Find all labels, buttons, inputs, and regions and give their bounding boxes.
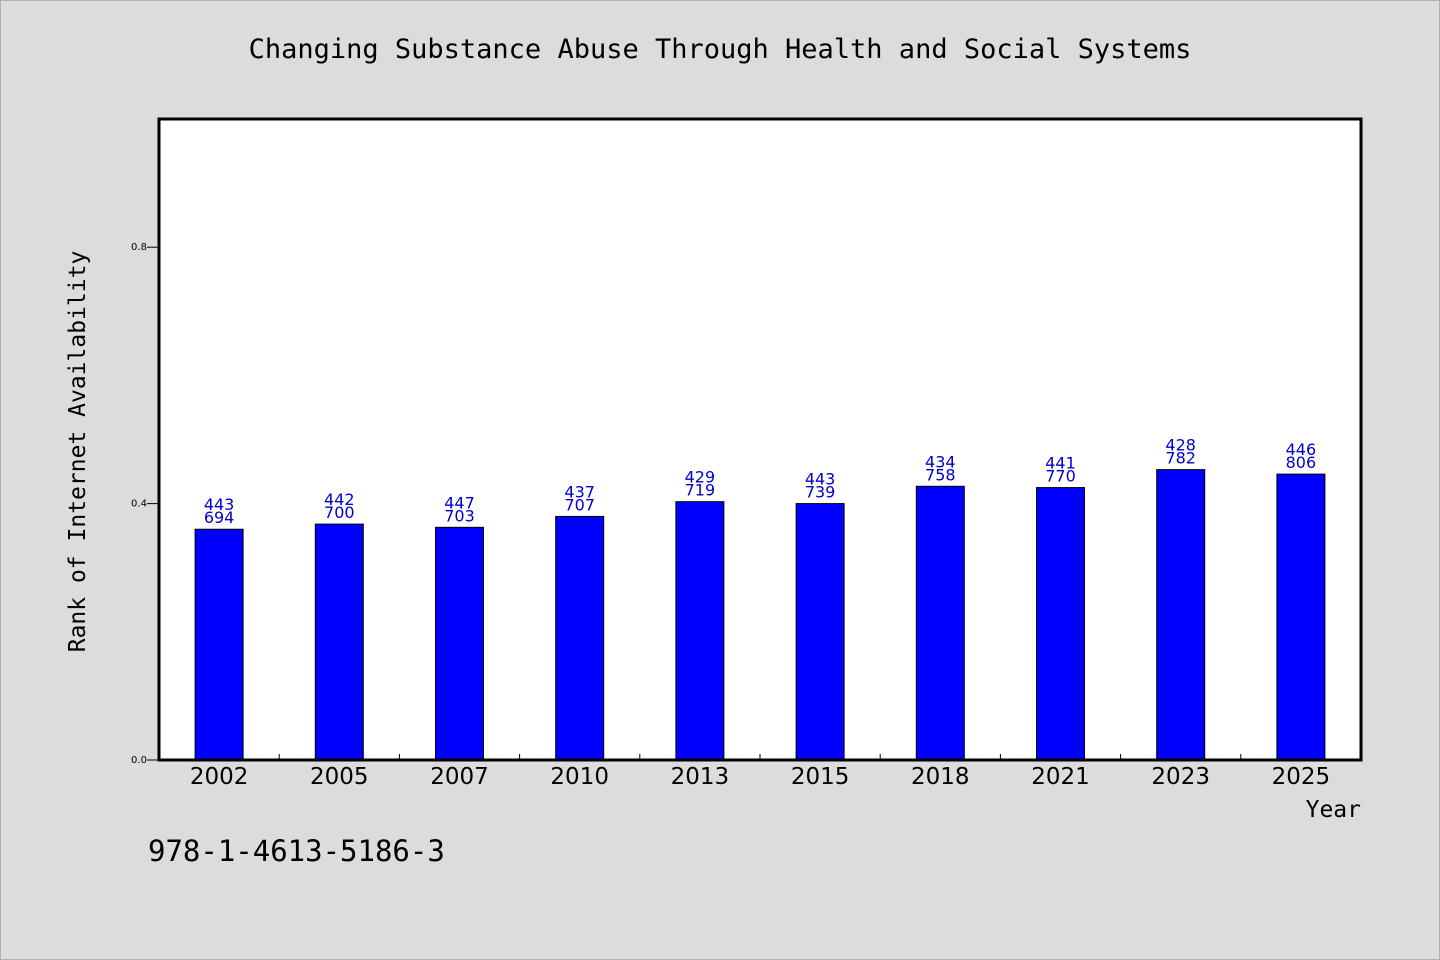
data-label-top: 446 xyxy=(1286,440,1317,459)
chart-title: Changing Substance Abuse Through Health … xyxy=(248,34,1192,65)
x-tick-label: 2023 xyxy=(1151,764,1210,790)
plot-border xyxy=(157,117,1363,762)
data-label-top: 428 xyxy=(1165,436,1196,455)
data-label-top: 429 xyxy=(685,468,716,487)
data-label-top: 443 xyxy=(805,470,836,489)
data-label-top: 442 xyxy=(324,490,355,509)
y-axis-label: Rank of Internet Availability xyxy=(65,251,91,653)
bar xyxy=(555,515,605,761)
data-label-top: 447 xyxy=(444,493,475,512)
x-tick-label: 2002 xyxy=(190,764,249,790)
data-label-bottom: 806 xyxy=(1286,453,1317,472)
data-label-bottom: 758 xyxy=(925,465,956,484)
data-label-top: 441 xyxy=(1045,454,1076,473)
data-label-bottom: 782 xyxy=(1165,449,1196,468)
bar xyxy=(1276,473,1326,761)
x-tick-label: 2021 xyxy=(1031,764,1090,790)
bar xyxy=(1156,469,1206,761)
data-label-bottom: 700 xyxy=(324,503,355,522)
data-label-bottom: 739 xyxy=(805,483,836,502)
x-tick-label: 2013 xyxy=(671,764,730,790)
bar xyxy=(435,526,484,761)
data-label-bottom: 719 xyxy=(685,481,716,500)
data-label-top: 443 xyxy=(204,495,235,514)
y-tick-label: 0.4 xyxy=(131,499,147,510)
x-axis-label: Year xyxy=(1306,797,1361,823)
x-tick-label: 2010 xyxy=(550,764,609,790)
data-label-bottom: 694 xyxy=(204,508,235,527)
bar xyxy=(675,501,725,761)
x-tick-label: 2025 xyxy=(1272,764,1331,790)
bar xyxy=(314,523,364,761)
data-label-bottom: 707 xyxy=(564,495,595,514)
data-label-bottom: 770 xyxy=(1045,467,1076,486)
y-tick-label: 0.0 xyxy=(131,755,147,766)
bar xyxy=(915,485,965,761)
x-tick-label: 2018 xyxy=(911,764,970,790)
data-label-top: 437 xyxy=(564,482,595,501)
bar xyxy=(194,528,244,761)
data-label-bottom: 703 xyxy=(444,506,475,525)
footer-identifier: 978-1-4613-5186-3 xyxy=(148,834,445,868)
bar xyxy=(1036,487,1085,761)
x-tick-label: 2015 xyxy=(791,764,850,790)
data-label-top: 434 xyxy=(925,452,956,471)
x-tick-label: 2005 xyxy=(310,764,369,790)
bar xyxy=(795,503,845,761)
x-tick-label: 2007 xyxy=(430,764,489,790)
y-tick-label: 0.8 xyxy=(131,242,147,253)
